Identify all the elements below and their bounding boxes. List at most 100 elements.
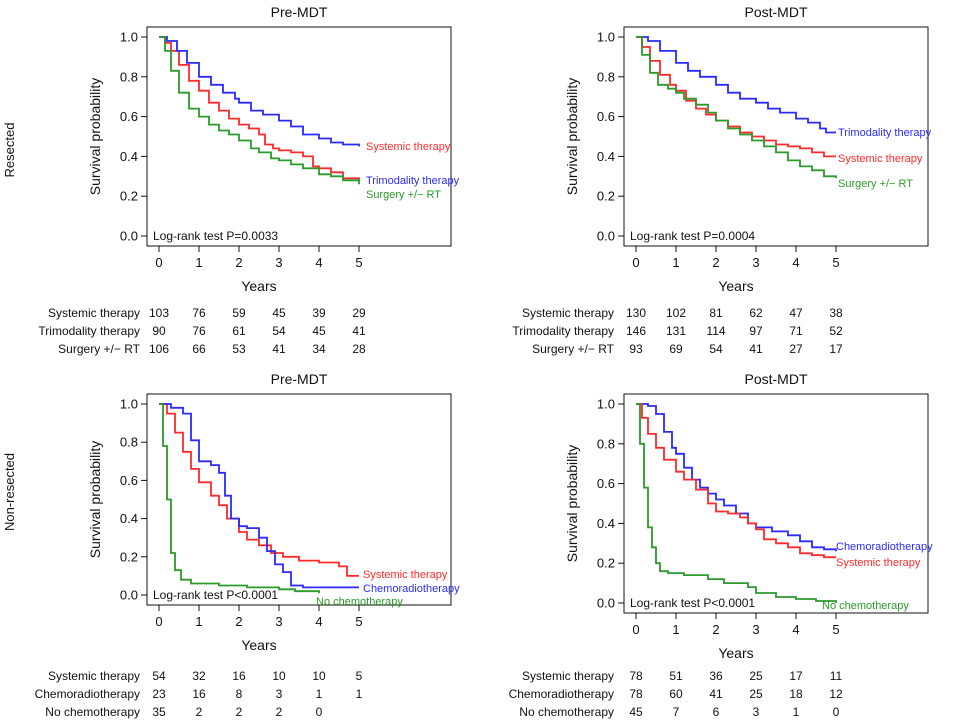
risk-table-count: 39 <box>312 306 326 320</box>
risk-table-count: 47 <box>789 306 803 320</box>
risk-table-count: 41 <box>352 324 366 338</box>
y-tick-label: 1.0 <box>597 397 615 412</box>
x-axis-label: Years <box>241 278 276 294</box>
risk-table-row-label: Surgery +/− RT <box>58 342 140 356</box>
x-tick-label: 2 <box>712 622 719 637</box>
series-label: No chemotherapy <box>316 596 403 608</box>
risk-table-row-label: Trimodality therapy <box>38 324 140 338</box>
risk-table-count: 146 <box>626 324 646 338</box>
y-tick-label: 0.8 <box>597 69 615 84</box>
risk-table-count: 59 <box>232 306 246 320</box>
risk-table-count: 54 <box>709 342 723 356</box>
logrank-annotation: Log-rank test P<0.0001 <box>153 588 278 602</box>
series-line-trimodality-therapy <box>159 36 360 147</box>
y-tick-label: 0.8 <box>120 435 138 450</box>
series-line-no-chemotherapy <box>159 403 320 594</box>
risk-table-count: 81 <box>709 306 723 320</box>
risk-table-row-label: Systemic therapy <box>48 669 140 683</box>
panel-title: Post-MDT <box>745 371 808 387</box>
km-panel-1: Post-MDT 0.0 0.2 0.4 0.6 0.8 1.0 Survival proba… <box>512 4 931 356</box>
series-label: Chemoradiotherapy <box>363 583 460 595</box>
y-axis-label: Survival probability <box>87 78 103 196</box>
risk-table-count: 76 <box>192 306 206 320</box>
risk-table-count: 3 <box>276 687 283 701</box>
risk-table-count: 12 <box>829 687 843 701</box>
x-tick-label: 0 <box>632 255 639 270</box>
risk-table-row-label: No chemotherapy <box>45 705 140 719</box>
plot-frame <box>146 393 452 606</box>
x-tick-label: 5 <box>832 622 839 637</box>
y-axis-label: Survival probability <box>564 78 580 196</box>
y-tick-label: 0.0 <box>597 596 615 611</box>
x-tick-label: 4 <box>792 255 799 270</box>
y-tick-label: 0.2 <box>597 189 615 204</box>
x-tick-label: 5 <box>832 255 839 270</box>
risk-table-row-label: Surgery +/− RT <box>532 342 614 356</box>
risk-table-count: 78 <box>629 669 643 683</box>
risk-table-count: 25 <box>749 669 763 683</box>
km-panel-2: Pre-MDT 0.0 0.2 0.4 0.6 0.8 1.0 Survival probab… <box>35 371 461 719</box>
risk-table-row-label: Trimodality therapy <box>512 324 614 338</box>
risk-table-count: 51 <box>669 669 683 683</box>
risk-table-count: 17 <box>789 669 803 683</box>
series-label: Trimodality therapy <box>366 175 460 187</box>
y-tick-label: 0.2 <box>120 189 138 204</box>
row-label-resected: Resected <box>2 123 17 178</box>
x-tick-label: 0 <box>155 255 162 270</box>
series-line-systemic-therapy <box>159 36 360 181</box>
risk-table-count: 66 <box>192 342 206 356</box>
x-axis-label: Years <box>718 645 753 661</box>
risk-table-count: 16 <box>192 687 206 701</box>
km-panel-0: Pre-MDT 0.0 0.2 0.4 0.6 0.8 1.0 Survival probab… <box>38 4 459 356</box>
risk-table-count: 10 <box>312 669 326 683</box>
risk-table-count: 25 <box>749 687 763 701</box>
risk-table-count: 130 <box>626 306 646 320</box>
risk-table-count: 78 <box>629 687 643 701</box>
risk-table-count: 18 <box>789 687 803 701</box>
risk-table-count: 35 <box>152 705 166 719</box>
y-tick-label: 0.6 <box>597 109 615 124</box>
risk-table-count: 97 <box>749 324 763 338</box>
y-tick-label: 0.6 <box>120 109 138 124</box>
risk-table-count: 53 <box>232 342 246 356</box>
x-tick-label: 2 <box>712 255 719 270</box>
risk-table-count: 45 <box>312 324 326 338</box>
series-label: Systemic therapy <box>366 141 451 153</box>
plot-frame <box>623 26 929 247</box>
x-tick-label: 4 <box>315 614 322 629</box>
risk-table-count: 45 <box>272 306 286 320</box>
series-line-surgery-rt <box>159 36 360 185</box>
logrank-annotation: Log-rank test P<0.0001 <box>630 596 755 610</box>
risk-table-count: 41 <box>272 342 286 356</box>
y-tick-label: 0.4 <box>597 149 615 164</box>
panel-title: Post-MDT <box>745 4 808 20</box>
risk-table-count: 0 <box>833 705 840 719</box>
series-line-systemic-therapy <box>636 403 836 559</box>
y-tick-label: 0.4 <box>597 516 615 531</box>
x-tick-label: 1 <box>672 255 679 270</box>
risk-table-count: 11 <box>830 669 843 683</box>
risk-table-row-label: No chemotherapy <box>519 705 614 719</box>
y-tick-label: 1.0 <box>120 30 138 45</box>
x-axis-label: Years <box>718 278 753 294</box>
risk-table-count: 41 <box>709 687 723 701</box>
risk-table-count: 1 <box>793 705 800 719</box>
risk-table-count: 103 <box>149 306 169 320</box>
y-tick-label: 1.0 <box>597 30 615 45</box>
risk-table-count: 32 <box>192 669 206 683</box>
risk-table-count: 3 <box>753 705 760 719</box>
y-tick-label: 0.2 <box>120 549 138 564</box>
y-tick-label: 0.0 <box>597 229 615 244</box>
risk-table-count: 2 <box>236 705 243 719</box>
risk-table-count: 54 <box>152 669 166 683</box>
x-tick-label: 1 <box>672 622 679 637</box>
risk-table-count: 90 <box>152 324 166 338</box>
x-tick-label: 4 <box>315 255 322 270</box>
risk-table-count: 36 <box>709 669 723 683</box>
x-tick-label: 5 <box>355 614 362 629</box>
y-axis-label: Survival probability <box>87 441 103 559</box>
series-label: No chemotherapy <box>822 600 909 612</box>
x-tick-label: 0 <box>632 622 639 637</box>
series-line-no-chemotherapy <box>636 403 837 603</box>
risk-table-count: 17 <box>829 342 843 356</box>
